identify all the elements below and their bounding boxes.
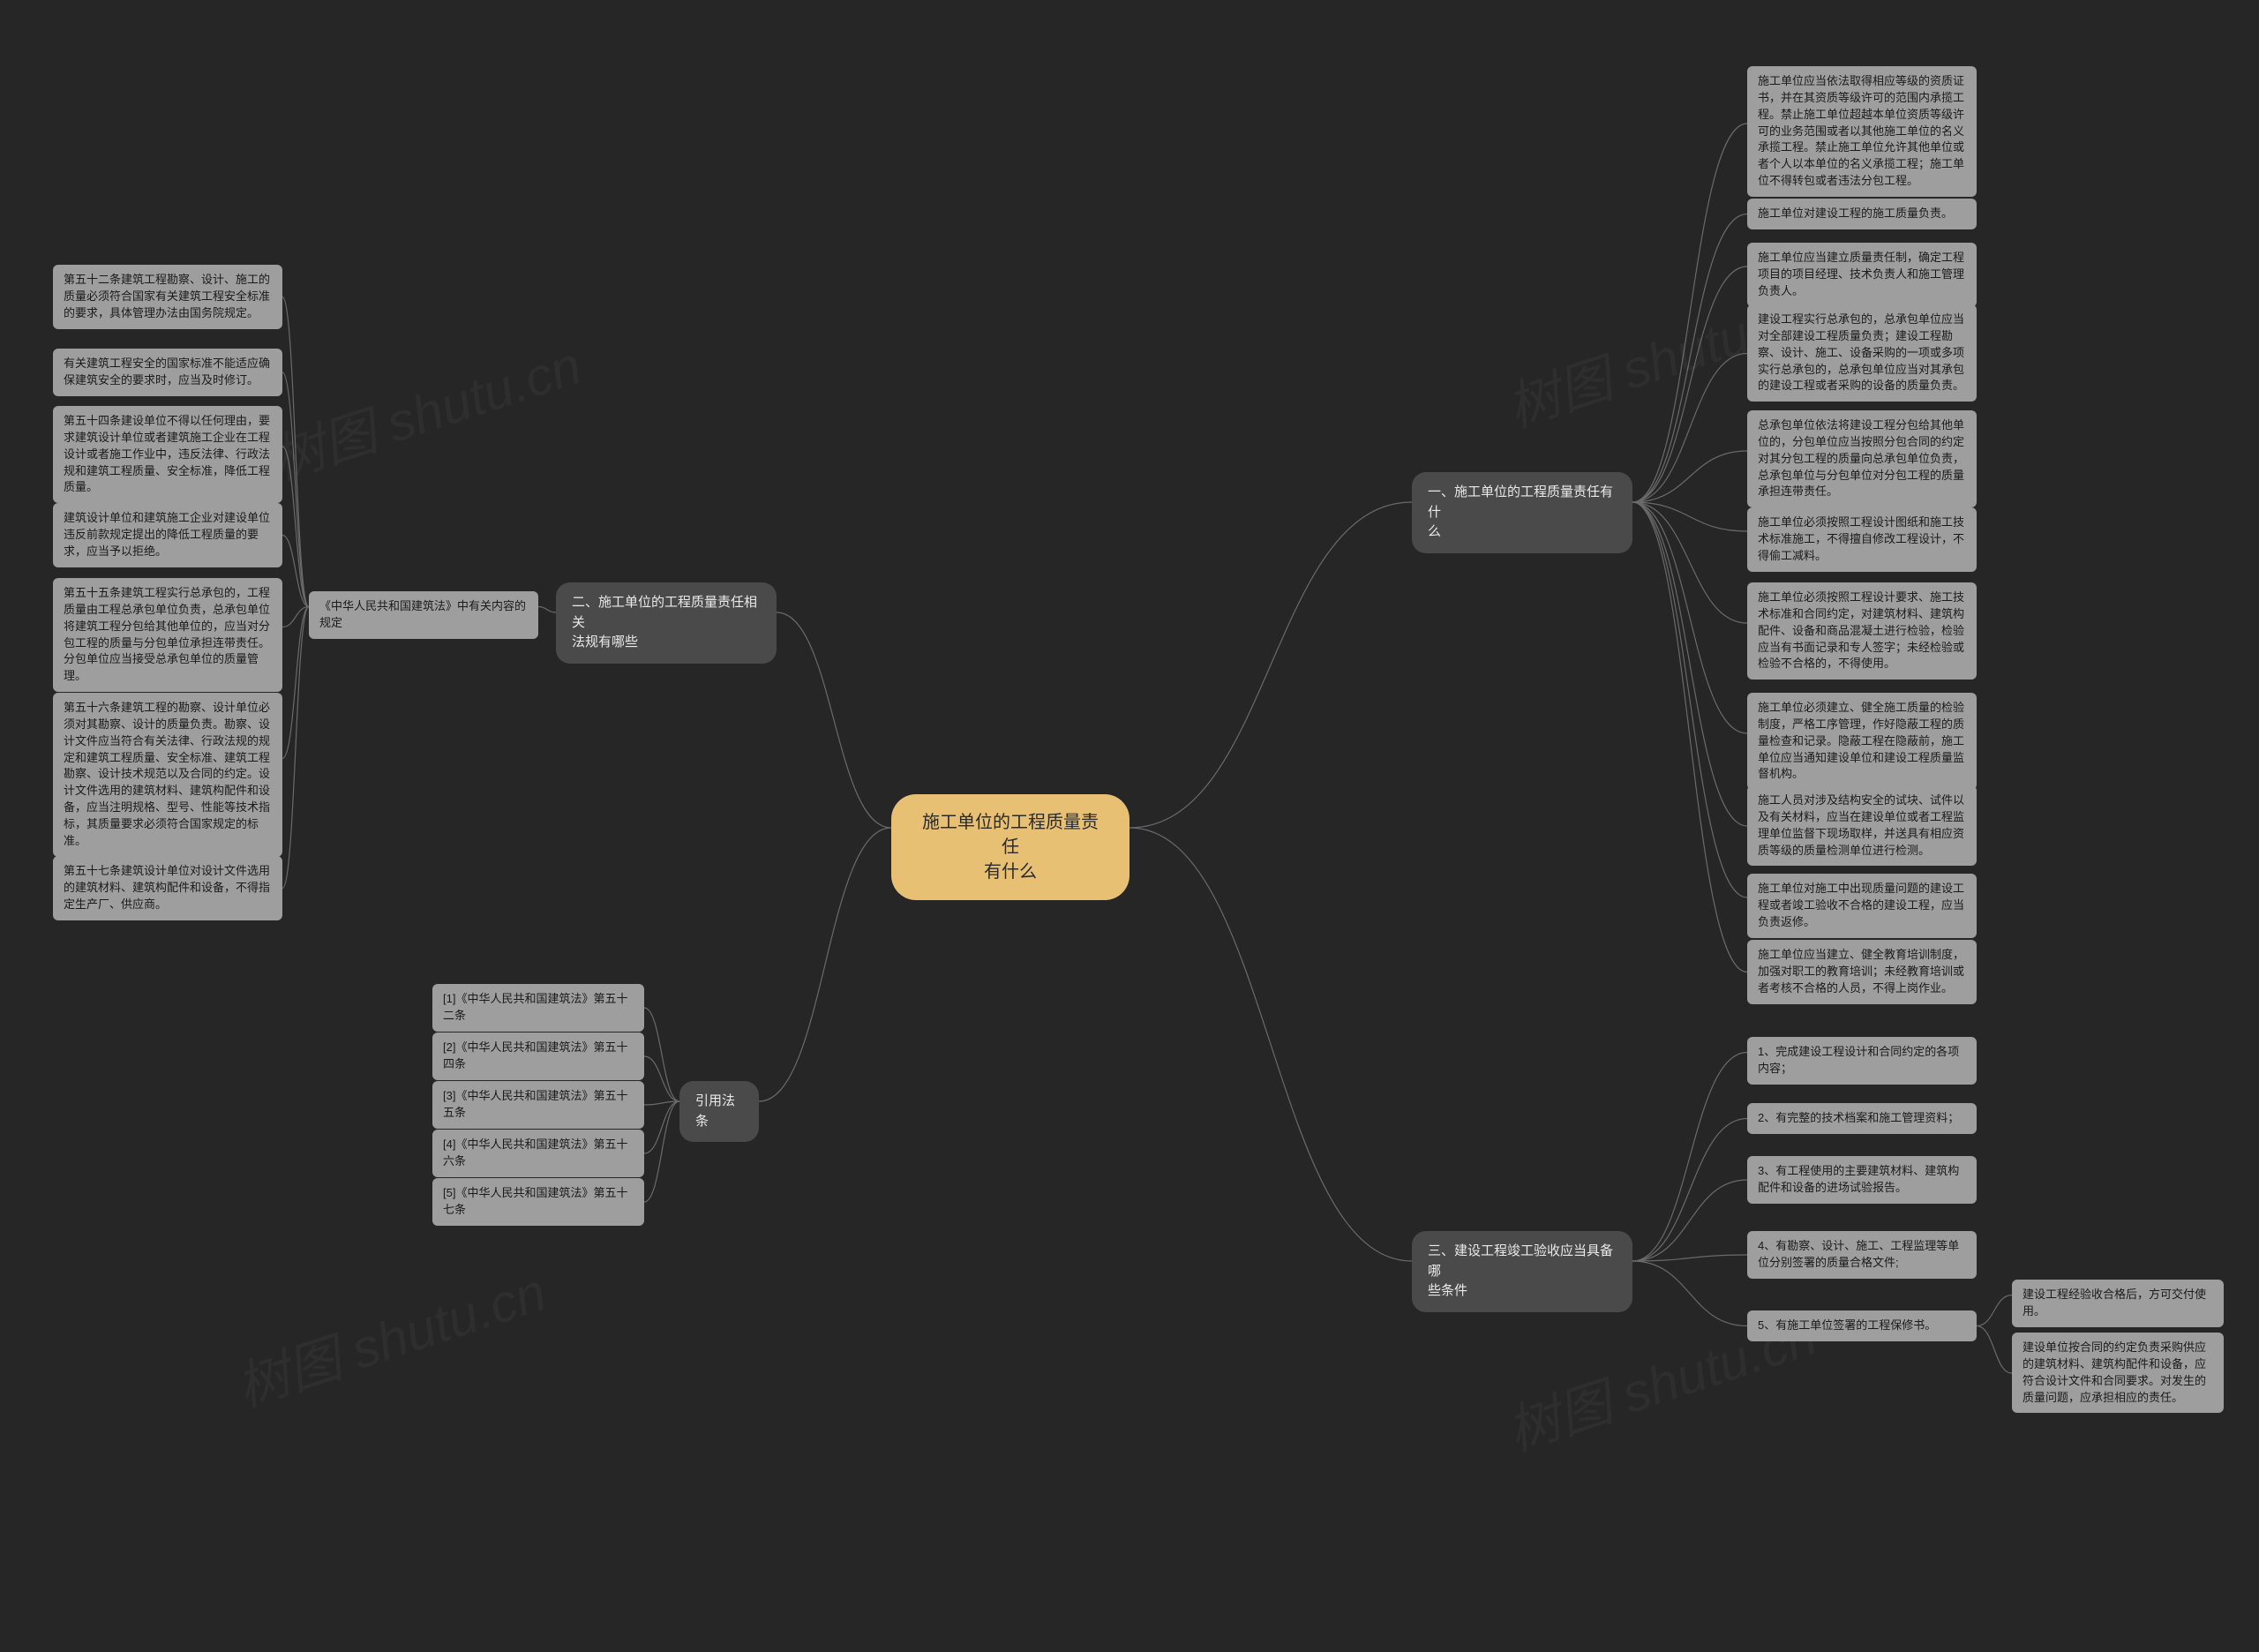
leaf-node: 第五十四条建设单位不得以任何理由，要求建筑设计单位或者建筑施工企业在工程设计或者…: [53, 406, 282, 503]
leaf-node: 施工单位应当建立质量责任制，确定工程项目的项目经理、技术负责人和施工管理负责人。: [1747, 243, 1977, 307]
leaf-node: 建筑设计单位和建筑施工企业对建设单位违反前款规定提出的降低工程质量的要求，应当予…: [53, 503, 282, 567]
leaf-node: 建设工程实行总承包的，总承包单位应当对全部建设工程质量负责；建设工程勘察、设计、…: [1747, 304, 1977, 402]
leaf-node: 施工单位应当依法取得相应等级的资质证书，并在其资质等级许可的范围内承揽工程。禁止…: [1747, 66, 1977, 197]
leaf-node: 第五十七条建筑设计单位对设计文件选用的建筑材料、建筑构配件和设备，不得指定生产厂…: [53, 856, 282, 920]
leaf-node: [2]《中华人民共和国建筑法》第五十四条: [432, 1032, 644, 1080]
leaf-node: 施工人员对涉及结构安全的试块、试件以及有关材料，应当在建设单位或者工程监理单位监…: [1747, 785, 1977, 866]
leaf-node: 第五十二条建筑工程勘察、设计、施工的质量必须符合国家有关建筑工程安全标准的要求，…: [53, 265, 282, 329]
center-node: 施工单位的工程质量责任有什么: [891, 794, 1130, 900]
leaf-node: 施工单位必须建立、健全施工质量的检验制度，严格工序管理，作好隐蔽工程的质量检查和…: [1747, 693, 1977, 790]
main-branch: 二、施工单位的工程质量责任相关法规有哪些: [556, 582, 777, 664]
leaf-node: 建设工程经验收合格后，方可交付使用。: [2012, 1280, 2224, 1327]
leaf-node: [4]《中华人民共和国建筑法》第五十六条: [432, 1130, 644, 1177]
main-branch: 三、建设工程竣工验收应当具备哪些条件: [1412, 1231, 1632, 1312]
leaf-node: 总承包单位依法将建设工程分包给其他单位的，分包单位应当按照分包合同的约定对其分包…: [1747, 410, 1977, 507]
leaf-node: 施工单位应当建立、健全教育培训制度，加强对职工的教育培训；未经教育培训或者考核不…: [1747, 940, 1977, 1004]
leaf-node: 施工单位对施工中出现质量问题的建设工程或者竣工验收不合格的建设工程，应当负责返修…: [1747, 874, 1977, 938]
leaf-node: 5、有施工单位签署的工程保修书。: [1747, 1310, 1977, 1341]
leaf-node: 3、有工程使用的主要建筑材料、建筑构配件和设备的进场试验报告。: [1747, 1156, 1977, 1204]
leaf-node: 有关建筑工程安全的国家标准不能适应确保建筑安全的要求时，应当及时修订。: [53, 349, 282, 396]
main-branch: 一、施工单位的工程质量责任有什么: [1412, 472, 1632, 553]
leaf-node: 第五十六条建筑工程的勘察、设计单位必须对其勘察、设计的质量负责。勘察、设计文件应…: [53, 693, 282, 857]
leaf-node: 施工单位必须按照工程设计图纸和施工技术标准施工，不得擅自修改工程设计，不得偷工减…: [1747, 507, 1977, 572]
leaf-node: 1、完成建设工程设计和合同约定的各项内容；: [1747, 1037, 1977, 1085]
leaf-node: 建设单位按合同的约定负责采购供应的建筑材料、建筑构配件和设备，应符合设计文件和合…: [2012, 1333, 2224, 1413]
leaf-node: 4、有勘察、设计、施工、工程监理等单位分别签署的质量合格文件;: [1747, 1231, 1977, 1279]
leaf-node: 施工单位必须按照工程设计要求、施工技术标准和合同约定，对建筑材料、建筑构配件、设…: [1747, 582, 1977, 680]
leaf-node: 《中华人民共和国建筑法》中有关内容的规定: [309, 591, 538, 639]
leaf-node: [3]《中华人民共和国建筑法》第五十五条: [432, 1081, 644, 1129]
main-branch: 引用法条: [679, 1081, 759, 1142]
leaf-node: 2、有完整的技术档案和施工管理资料；: [1747, 1103, 1977, 1134]
leaf-node: [5]《中华人民共和国建筑法》第五十七条: [432, 1178, 644, 1226]
leaf-node: 第五十五条建筑工程实行总承包的，工程质量由工程总承包单位负责，总承包单位将建筑工…: [53, 578, 282, 692]
leaf-node: [1]《中华人民共和国建筑法》第五十二条: [432, 984, 644, 1032]
leaf-node: 施工单位对建设工程的施工质量负责。: [1747, 199, 1977, 229]
